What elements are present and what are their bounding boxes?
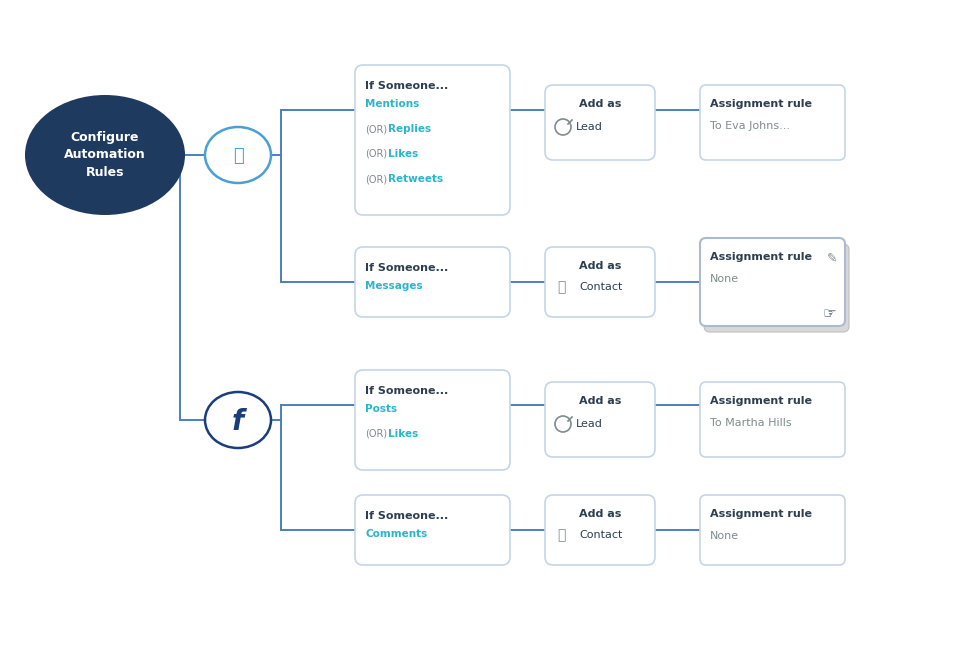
FancyBboxPatch shape bbox=[355, 65, 510, 215]
FancyBboxPatch shape bbox=[545, 85, 655, 160]
Text: Assignment rule: Assignment rule bbox=[710, 99, 812, 109]
Text: If Someone...: If Someone... bbox=[365, 511, 448, 521]
FancyBboxPatch shape bbox=[700, 495, 845, 565]
Text: Assignment rule: Assignment rule bbox=[710, 509, 812, 519]
FancyBboxPatch shape bbox=[700, 238, 845, 326]
Ellipse shape bbox=[25, 95, 185, 215]
Text: Likes: Likes bbox=[388, 149, 418, 159]
Text: None: None bbox=[710, 531, 739, 541]
Text: Lead: Lead bbox=[576, 419, 603, 429]
Text: 🪪: 🪪 bbox=[557, 280, 565, 294]
Text: (OR): (OR) bbox=[365, 124, 387, 134]
Text: Comments: Comments bbox=[365, 529, 428, 539]
Text: Add as: Add as bbox=[579, 261, 621, 271]
Text: If Someone...: If Someone... bbox=[365, 263, 448, 273]
FancyBboxPatch shape bbox=[545, 247, 655, 317]
Text: 🐦: 🐦 bbox=[233, 147, 244, 165]
FancyBboxPatch shape bbox=[700, 85, 845, 160]
FancyBboxPatch shape bbox=[355, 247, 510, 317]
Text: Assignment rule: Assignment rule bbox=[710, 252, 812, 262]
FancyBboxPatch shape bbox=[545, 495, 655, 565]
Text: Configure
Automation
Rules: Configure Automation Rules bbox=[64, 130, 146, 180]
Text: ☞: ☞ bbox=[823, 306, 837, 321]
Text: (OR): (OR) bbox=[365, 149, 387, 159]
FancyBboxPatch shape bbox=[704, 244, 849, 332]
Text: f: f bbox=[232, 408, 244, 436]
Text: Add as: Add as bbox=[579, 99, 621, 109]
FancyBboxPatch shape bbox=[700, 382, 845, 457]
Text: Retweets: Retweets bbox=[388, 174, 443, 184]
Text: Posts: Posts bbox=[365, 404, 397, 414]
Text: ✎: ✎ bbox=[827, 252, 838, 265]
Text: If Someone...: If Someone... bbox=[365, 81, 448, 91]
FancyBboxPatch shape bbox=[545, 382, 655, 457]
Text: To Eva Johns...: To Eva Johns... bbox=[710, 121, 790, 131]
Text: Contact: Contact bbox=[579, 282, 622, 292]
Text: If Someone...: If Someone... bbox=[365, 386, 448, 396]
Ellipse shape bbox=[205, 392, 271, 448]
Text: Assignment rule: Assignment rule bbox=[710, 396, 812, 406]
Text: Add as: Add as bbox=[579, 396, 621, 406]
Text: (OR): (OR) bbox=[365, 429, 387, 439]
Text: Add as: Add as bbox=[579, 509, 621, 519]
Text: Contact: Contact bbox=[579, 530, 622, 540]
FancyBboxPatch shape bbox=[355, 495, 510, 565]
Ellipse shape bbox=[205, 127, 271, 183]
Text: Lead: Lead bbox=[576, 122, 603, 132]
Text: 🪪: 🪪 bbox=[557, 528, 565, 542]
FancyBboxPatch shape bbox=[355, 370, 510, 470]
Text: Replies: Replies bbox=[388, 124, 431, 134]
Text: Mentions: Mentions bbox=[365, 99, 419, 109]
Text: (OR): (OR) bbox=[365, 174, 387, 184]
Text: To Martha Hills: To Martha Hills bbox=[710, 418, 792, 428]
Text: None: None bbox=[710, 274, 739, 284]
Text: Likes: Likes bbox=[388, 429, 418, 439]
Text: Messages: Messages bbox=[365, 281, 423, 291]
